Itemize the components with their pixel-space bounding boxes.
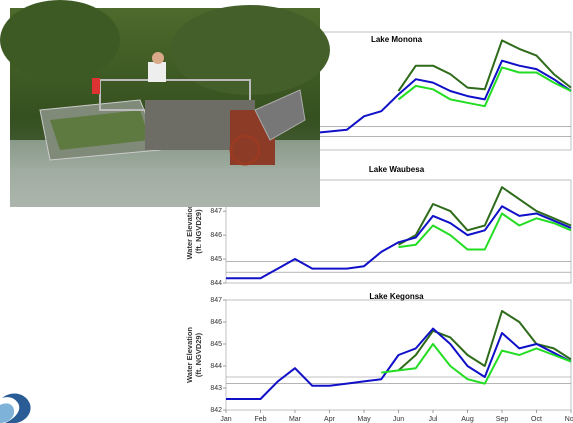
x-tick-label: Jun <box>393 416 404 423</box>
logo <box>0 393 31 423</box>
y-tick-label: 847 <box>210 297 222 304</box>
panel: Lake Kegonsa 842 843 844 845 846 847 Jan Feb Mar A… <box>185 292 573 423</box>
x-tick-label: Jan <box>220 416 231 423</box>
y-tick-label: 846 <box>210 232 222 239</box>
x-tick-label: Feb <box>254 416 266 423</box>
y-axis-label: Water Elevation <box>185 203 194 259</box>
y-tick-label: 845 <box>210 341 222 348</box>
series-line <box>381 343 572 385</box>
y-tick-label: 847 <box>210 208 222 215</box>
series-line <box>398 186 572 246</box>
series-line <box>398 212 572 251</box>
charts: Lake Monona Lake Waubesa 844 845 846 847 Water… <box>185 31 573 423</box>
plot-frame <box>225 179 572 284</box>
x-tick-label: Nov <box>565 416 573 423</box>
chart-title: Lake Waubesa <box>369 165 425 174</box>
y-tick-label: 844 <box>210 363 222 370</box>
y-axis-label: (ft. NGVD29) <box>194 209 203 254</box>
x-tick-label: Aug <box>461 416 474 423</box>
series-line <box>397 66 572 108</box>
x-tick-label: Oct <box>531 416 542 423</box>
x-tick-label: Apr <box>324 416 336 423</box>
x-tick-label: Jul <box>429 416 438 423</box>
panel: Lake Waubesa 844 845 846 847 Water Elevation(… <box>185 165 572 287</box>
y-tick-label: 842 <box>210 407 222 414</box>
photo <box>0 0 330 207</box>
chart-title: Lake Kegonsa <box>369 292 424 301</box>
series-line <box>397 39 572 92</box>
y-tick-label: 846 <box>210 319 222 326</box>
x-tick-label: May <box>357 416 371 423</box>
chart-title: Lake Monona <box>371 35 423 44</box>
y-tick-label: 844 <box>210 280 222 287</box>
series-line <box>397 310 572 372</box>
y-tick-label: 843 <box>210 385 222 392</box>
x-tick-label: Mar <box>289 416 302 423</box>
y-axis-label: (ft. NGVD29) <box>194 332 203 377</box>
y-tick-label: 845 <box>210 256 222 263</box>
y-axis-label: Water Elevation <box>185 327 194 383</box>
series-line <box>226 327 572 400</box>
series-line <box>226 205 572 280</box>
x-tick-label: Sep <box>496 416 509 423</box>
